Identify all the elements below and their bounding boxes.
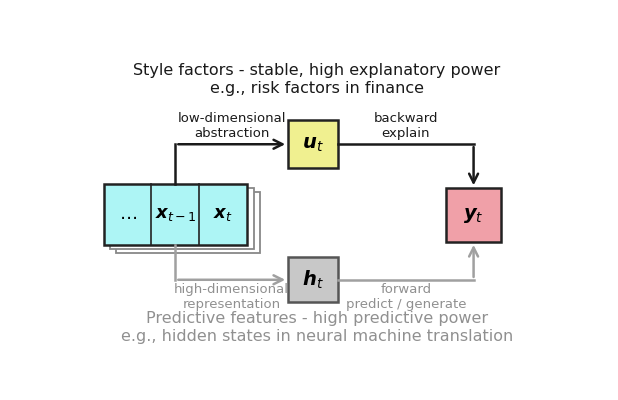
Bar (288, 258, 338, 302)
Text: high-dimensional
representation: high-dimensional representation (174, 283, 289, 311)
Text: backward
explain: backward explain (374, 112, 438, 140)
Text: $\boldsymbol{y}_t$: $\boldsymbol{y}_t$ (464, 206, 484, 224)
Text: $\ldots$: $\ldots$ (119, 205, 137, 223)
Bar (288, 120, 338, 168)
Bar (116, 192, 260, 253)
Text: $\boldsymbol{x}_{t-1}$: $\boldsymbol{x}_{t-1}$ (154, 205, 197, 223)
Bar (104, 184, 247, 245)
Bar (446, 188, 501, 242)
Text: Style factors - stable, high explanatory power
e.g., risk factors in finance: Style factors - stable, high explanatory… (133, 64, 501, 96)
Text: Predictive features - high predictive power
e.g., hidden states in neural machin: Predictive features - high predictive po… (121, 311, 513, 344)
Text: low-dimensional
abstraction: low-dimensional abstraction (177, 112, 286, 140)
Bar (110, 188, 253, 249)
Text: $\boldsymbol{u}_t$: $\boldsymbol{u}_t$ (302, 135, 324, 154)
Text: $\boldsymbol{x}_t$: $\boldsymbol{x}_t$ (213, 205, 233, 223)
Text: forward
predict / generate: forward predict / generate (345, 283, 466, 311)
Text: $\boldsymbol{h}_t$: $\boldsymbol{h}_t$ (302, 269, 324, 291)
